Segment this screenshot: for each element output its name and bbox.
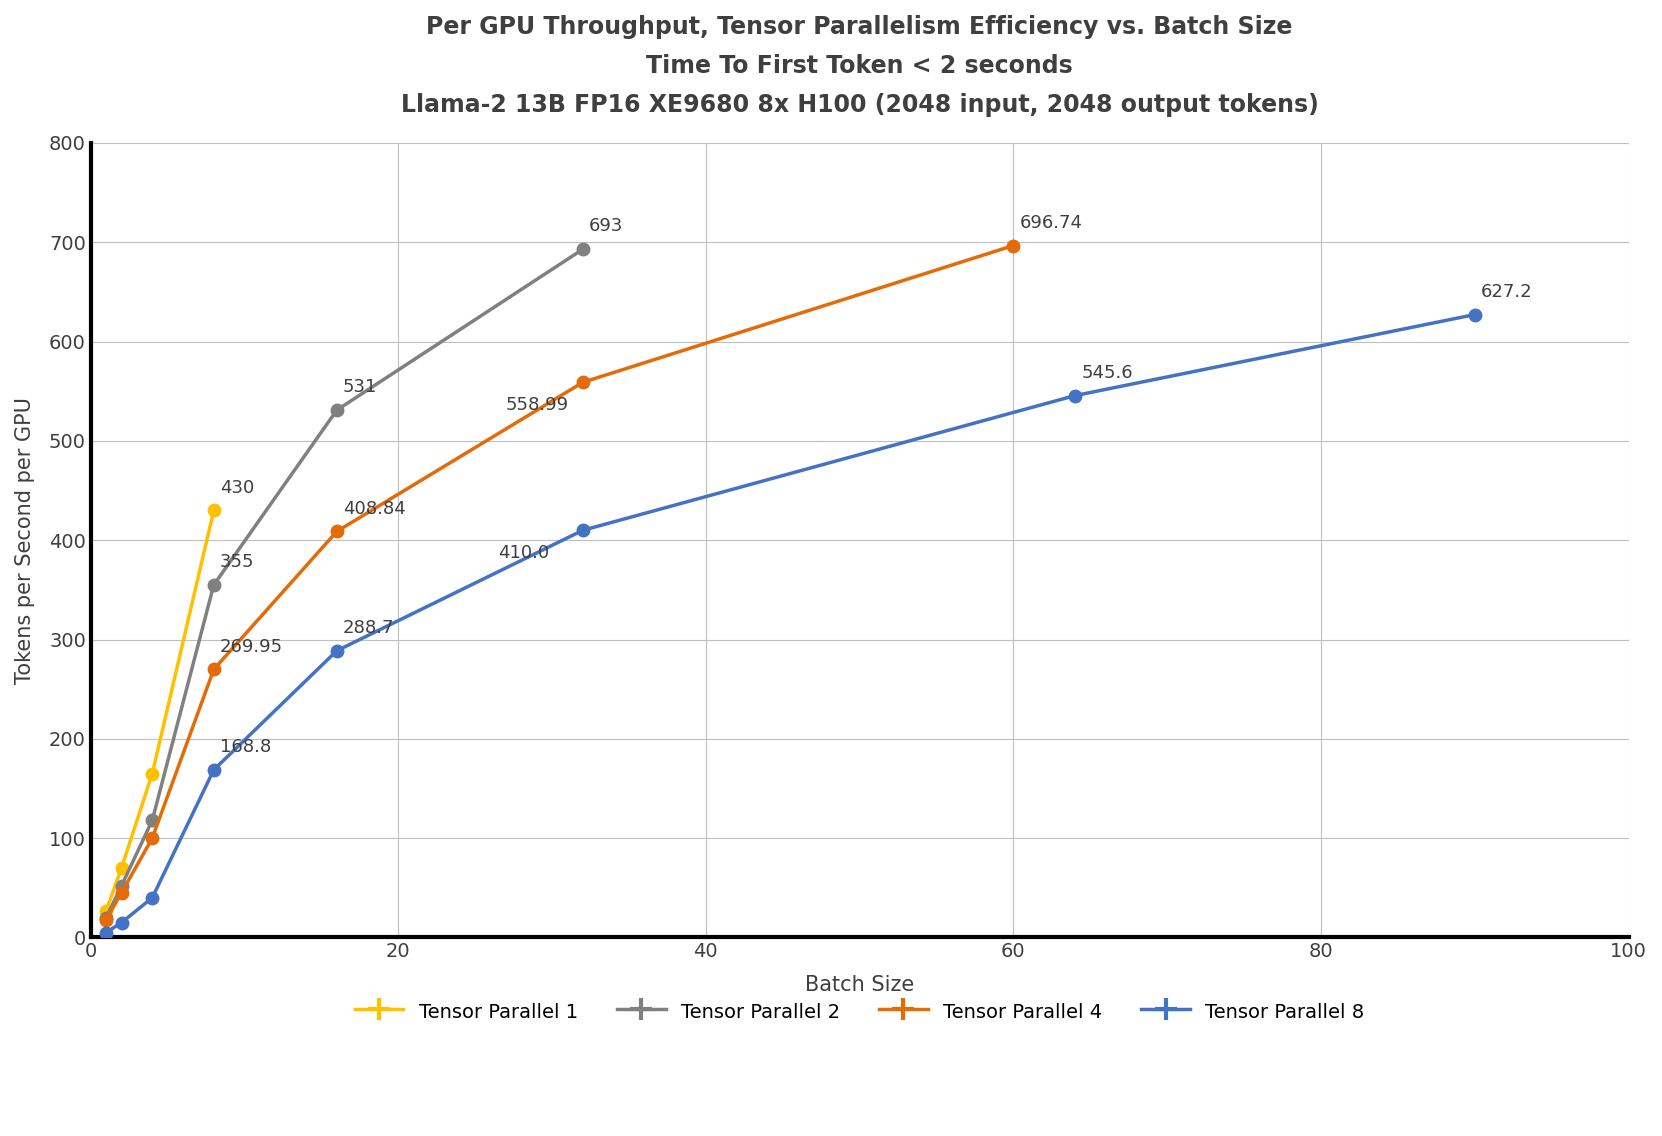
Y-axis label: Tokens per Second per GPU: Tokens per Second per GPU <box>15 396 35 684</box>
Tensor Parallel 1 <box>96 904 116 918</box>
Tensor Parallel 8 <box>1464 308 1484 321</box>
Tensor Parallel 1 <box>143 767 163 780</box>
Text: 288.7: 288.7 <box>342 619 394 637</box>
Text: 545.6: 545.6 <box>1080 364 1133 382</box>
Line: Tensor Parallel 8: Tensor Parallel 8 <box>100 308 1481 938</box>
Tensor Parallel 8 <box>573 524 593 537</box>
Tensor Parallel 8 <box>96 926 116 939</box>
Tensor Parallel 8 <box>111 916 131 929</box>
Tensor Parallel 8 <box>204 763 224 777</box>
Text: 558.99: 558.99 <box>505 396 568 415</box>
Tensor Parallel 4 <box>204 662 224 676</box>
Tensor Parallel 4 <box>143 832 163 845</box>
Title: Per GPU Throughput, Tensor Parallelism Efficiency vs. Batch Size
Time To First T: Per GPU Throughput, Tensor Parallelism E… <box>401 15 1318 117</box>
Tensor Parallel 8 <box>327 644 347 658</box>
Tensor Parallel 8 <box>1065 389 1085 402</box>
Text: 430: 430 <box>219 478 254 496</box>
Line: Tensor Parallel 2: Tensor Parallel 2 <box>100 243 588 924</box>
Text: 408.84: 408.84 <box>342 500 406 518</box>
X-axis label: Batch Size: Batch Size <box>804 975 914 995</box>
Tensor Parallel 4 <box>111 886 131 900</box>
Tensor Parallel 1 <box>204 503 224 517</box>
Tensor Parallel 4 <box>96 913 116 927</box>
Tensor Parallel 2 <box>327 403 347 417</box>
Tensor Parallel 2 <box>111 879 131 893</box>
Text: 410.0: 410.0 <box>499 544 550 562</box>
Text: 355: 355 <box>219 553 254 571</box>
Legend: Tensor Parallel 1, Tensor Parallel 2, Tensor Parallel 4, Tensor Parallel 8: Tensor Parallel 1, Tensor Parallel 2, Te… <box>347 992 1373 1031</box>
Tensor Parallel 8 <box>143 891 163 904</box>
Line: Tensor Parallel 4: Tensor Parallel 4 <box>100 240 1020 926</box>
Tensor Parallel 4 <box>573 376 593 390</box>
Tensor Parallel 4 <box>327 525 347 538</box>
Tensor Parallel 4 <box>1004 239 1024 252</box>
Line: Tensor Parallel 1: Tensor Parallel 1 <box>100 504 219 917</box>
Tensor Parallel 1 <box>111 861 131 875</box>
Tensor Parallel 2 <box>143 813 163 827</box>
Text: 627.2: 627.2 <box>1481 283 1532 301</box>
Text: 531: 531 <box>342 378 377 396</box>
Tensor Parallel 2 <box>573 242 593 256</box>
Text: 693: 693 <box>588 217 623 235</box>
Text: 269.95: 269.95 <box>219 637 283 655</box>
Tensor Parallel 2 <box>204 578 224 592</box>
Text: 696.74: 696.74 <box>1019 214 1082 232</box>
Text: 168.8: 168.8 <box>219 738 271 755</box>
Tensor Parallel 2 <box>96 911 116 925</box>
